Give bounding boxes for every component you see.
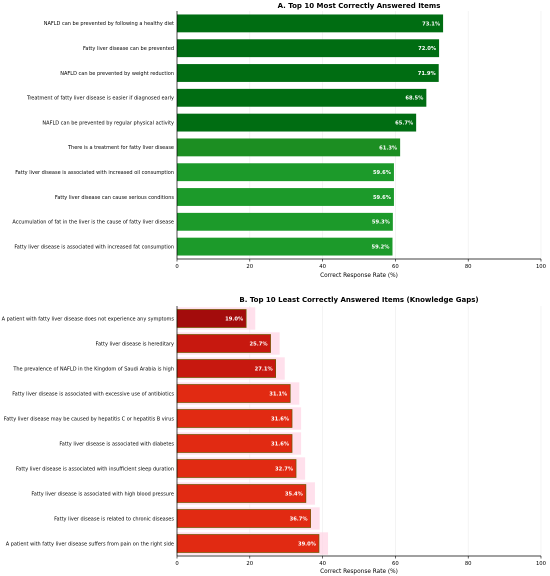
category-label: Fatty liver disease can cause serious co… — [55, 195, 174, 201]
category-label: Fatty liver disease is associated with h… — [31, 491, 174, 497]
x-tick-label: 0 — [175, 561, 179, 567]
x-tick-label: 100 — [536, 264, 547, 270]
value-label: 31.1% — [269, 391, 288, 397]
bar — [177, 39, 440, 58]
category-label: Fatty liver disease is related to chroni… — [54, 516, 174, 522]
bar — [177, 188, 394, 206]
x-tick-label: 100 — [536, 561, 547, 567]
x-tick-label: 80 — [465, 561, 472, 567]
category-label: Fatty liver disease is associated with e… — [12, 391, 174, 397]
category-label: Fatty liver disease may be caused by hep… — [4, 416, 175, 422]
x-tick-label: 20 — [246, 264, 253, 270]
x-tick-label: 60 — [392, 561, 399, 567]
value-label: 59.6% — [373, 195, 392, 201]
category-label: NAFLD can be prevented by weight reducti… — [60, 71, 174, 77]
category-label: Treatment of fatty liver disease is easi… — [26, 96, 174, 102]
chart-title: A. Top 10 Most Correctly Answered Items — [278, 2, 441, 10]
category-label: The prevalence of NAFLD in the Kingdom o… — [12, 366, 174, 372]
x-tick-label: 0 — [175, 264, 179, 270]
value-label: 71.9% — [418, 71, 437, 77]
x-tick-label: 40 — [319, 561, 326, 567]
bar — [177, 64, 439, 82]
category-label: Fatty liver disease is associated with i… — [16, 466, 174, 472]
value-label: 36.7% — [290, 516, 309, 522]
x-axis-label: Correct Response Rate (%) — [320, 273, 398, 279]
category-label: Fatty liver disease is associated with d… — [59, 441, 174, 447]
value-label: 32.7% — [275, 466, 294, 472]
value-label: 59.2% — [371, 245, 390, 251]
bar — [177, 212, 393, 231]
value-label: 59.3% — [372, 220, 391, 226]
category-label: Fatty liver disease can be prevented — [83, 46, 174, 52]
x-tick-label: 40 — [319, 264, 326, 270]
category-label: A patient with fatty liver disease suffe… — [6, 541, 174, 547]
category-label: NAFLD can be prevented by following a he… — [44, 21, 174, 27]
category-label: There is a treatment for fatty liver dis… — [67, 145, 174, 151]
value-label: 59.6% — [373, 170, 392, 176]
value-label: 35.4% — [285, 491, 304, 497]
x-axis-label: Correct Response Rate (%) — [320, 569, 398, 575]
value-label: 31.6% — [271, 416, 290, 422]
bar — [177, 14, 444, 33]
value-label: 31.6% — [271, 441, 290, 447]
bar — [177, 113, 417, 132]
panel-b: B. Top 10 Least Correctly Answered Items… — [2, 296, 547, 575]
value-label: 65.7% — [395, 121, 414, 127]
value-label: 61.3% — [379, 145, 398, 151]
bar — [177, 237, 393, 256]
value-label: 25.7% — [250, 341, 269, 347]
bar — [177, 163, 394, 182]
category-label: Accumulation of fat in the liver is the … — [12, 220, 174, 226]
category-label: A patient with fatty liver disease does … — [2, 316, 175, 322]
bar — [177, 88, 427, 107]
value-label: 68.5% — [405, 96, 424, 102]
x-tick-label: 20 — [246, 561, 253, 567]
x-tick-label: 80 — [465, 264, 472, 270]
value-label: 72.0% — [418, 46, 437, 52]
category-label: Fatty liver disease is hereditary — [96, 341, 174, 347]
value-label: 27.1% — [255, 366, 274, 372]
category-label: Fatty liver disease is associated with i… — [15, 170, 174, 176]
panel-a: A. Top 10 Most Correctly Answered Items N… — [12, 2, 546, 279]
x-tick-label: 60 — [392, 264, 399, 270]
value-label: 73.1% — [422, 21, 441, 27]
category-label: NAFLD can be prevented by regular physic… — [42, 120, 174, 126]
bar — [177, 138, 401, 157]
category-label: Fatty liver disease is associated with i… — [14, 244, 174, 250]
value-label: 19.0% — [225, 316, 244, 322]
chart-title: B. Top 10 Least Correctly Answered Items… — [239, 296, 478, 304]
value-label: 39.0% — [298, 541, 317, 547]
